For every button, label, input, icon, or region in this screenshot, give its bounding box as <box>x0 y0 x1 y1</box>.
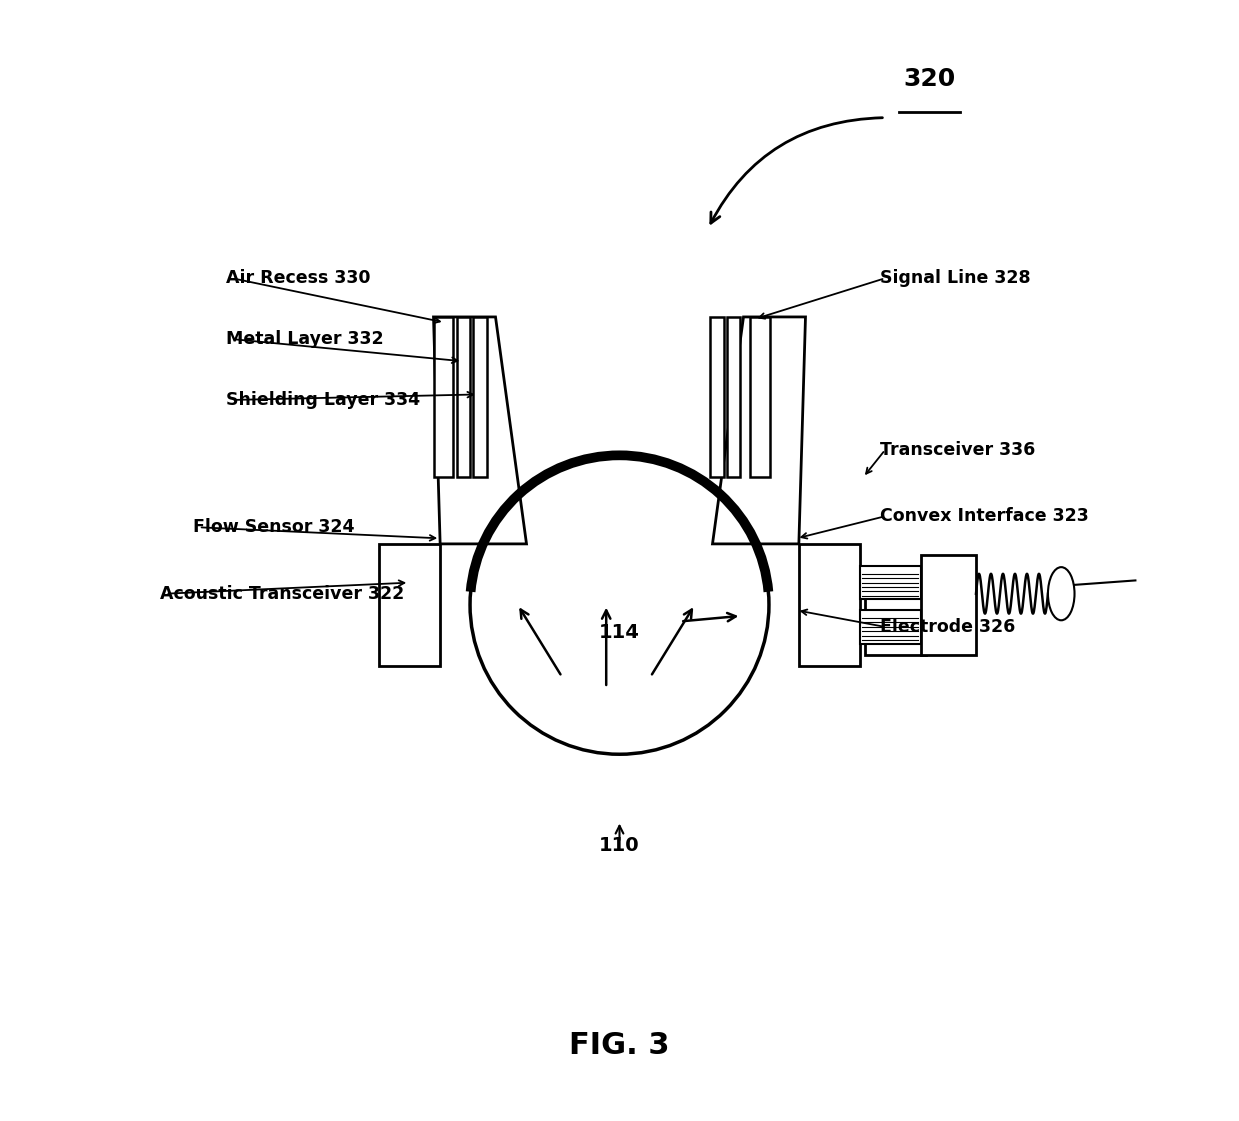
Text: 114: 114 <box>600 623 639 642</box>
Polygon shape <box>434 317 527 544</box>
Bar <box>865 583 927 655</box>
Bar <box>750 317 771 478</box>
Bar <box>434 317 453 478</box>
Bar <box>727 317 740 478</box>
Bar <box>921 555 976 655</box>
Bar <box>457 317 470 478</box>
Text: Metal Layer 332: Metal Layer 332 <box>227 330 384 349</box>
Text: Acoustic Transceiver 322: Acoustic Transceiver 322 <box>160 585 404 603</box>
Text: Convex Interface 323: Convex Interface 323 <box>880 507 1088 526</box>
Text: 110: 110 <box>600 835 639 854</box>
Text: Electrode 326: Electrode 326 <box>880 618 1015 636</box>
Text: Transceiver 336: Transceiver 336 <box>880 441 1035 458</box>
Polygon shape <box>712 317 805 544</box>
Text: 320: 320 <box>903 67 955 91</box>
Bar <box>473 317 487 478</box>
Bar <box>710 317 724 478</box>
Text: Shielding Layer 334: Shielding Layer 334 <box>227 391 420 409</box>
Ellipse shape <box>1048 567 1074 620</box>
Bar <box>860 566 921 600</box>
Text: FIG. 3: FIG. 3 <box>569 1031 670 1060</box>
Text: Air Recess 330: Air Recess 330 <box>227 269 370 287</box>
Bar <box>379 544 440 666</box>
Text: Signal Line 328: Signal Line 328 <box>880 269 1031 287</box>
Bar <box>799 544 860 666</box>
Bar <box>860 610 921 643</box>
Text: Flow Sensor 324: Flow Sensor 324 <box>193 518 354 536</box>
